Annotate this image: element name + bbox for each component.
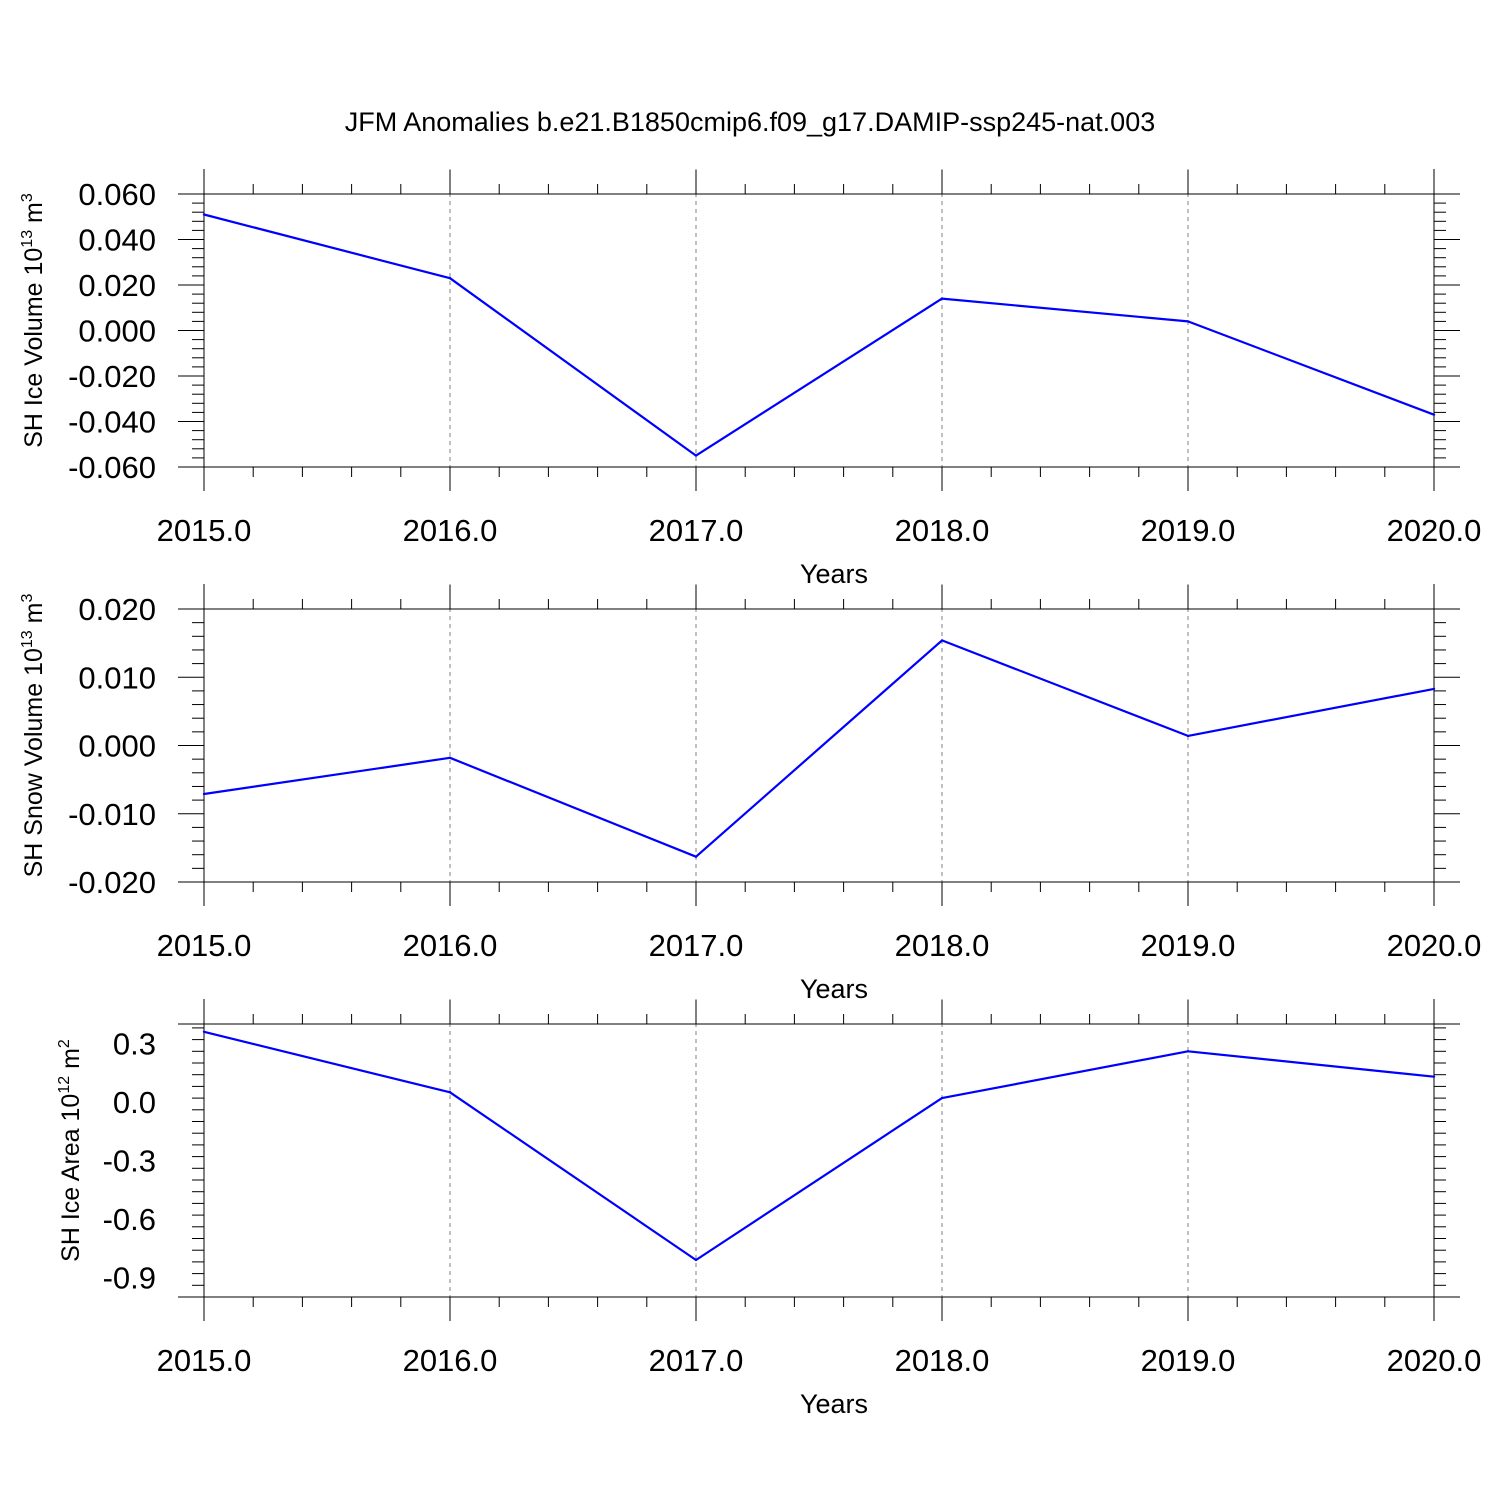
x-tick-label: 2019.0 <box>1141 928 1236 963</box>
data-point <box>940 639 944 642</box>
y-axis-title-text: SH Ice Volume 10 <box>20 248 48 448</box>
data-point <box>202 213 206 216</box>
data-series-line <box>203 213 1435 457</box>
data-point <box>448 276 452 280</box>
x-tick-label: 2016.0 <box>403 1343 498 1378</box>
x-tick-label: 2017.0 <box>649 1343 744 1378</box>
data-point <box>694 1258 698 1262</box>
data-point <box>448 756 452 759</box>
data-point <box>1432 1075 1436 1078</box>
x-tick-label: 2015.0 <box>157 513 252 548</box>
y-axis-title-superscript: 12 <box>56 1076 73 1094</box>
y-axis-title-text: m <box>20 603 48 631</box>
x-tick-label: 2019.0 <box>1141 513 1236 548</box>
data-point <box>1186 320 1190 323</box>
y-tick-label: -0.010 <box>68 797 156 832</box>
y-tick-label: -0.020 <box>68 865 156 900</box>
chart-panel-3: 2015.0 2016.0 2017.0 2018.0 2019.0 2020.0 0.3 0… <box>56 999 1481 1419</box>
y-axis-title-text: m <box>57 1048 85 1076</box>
x-tick-label: 2018.0 <box>895 928 990 963</box>
x-tick-label: 2015.0 <box>157 1343 252 1378</box>
y-tick-label: 0.060 <box>78 177 156 212</box>
y-tick-label: 0.020 <box>78 268 156 303</box>
y-tick-label: -0.040 <box>68 405 156 440</box>
data-point <box>940 297 944 300</box>
x-axis-title: Years <box>800 559 868 589</box>
y-tick-label: 0.000 <box>78 729 156 764</box>
x-tick-label: 2015.0 <box>157 928 252 963</box>
y-axis-title-text: m <box>20 202 48 230</box>
y-tick-label: 0.010 <box>78 660 156 695</box>
y-axis-title: SH Ice Area 1012 m2 <box>56 1039 85 1262</box>
y-tick-label: -0.3 <box>103 1144 156 1179</box>
y-axis-title: SH Snow Volume 1013 m3 <box>19 594 48 878</box>
y-axis-title-superscript: 3 <box>19 193 36 202</box>
y-axis-title-text: SH Snow Volume 10 <box>20 648 48 877</box>
y-tick-label: -0.9 <box>103 1261 156 1296</box>
x-tick-label: 2018.0 <box>895 1343 990 1378</box>
x-tick-label: 2017.0 <box>649 928 744 963</box>
data-point <box>694 855 698 858</box>
data-series-line <box>203 639 1435 858</box>
y-axis-title-text: SH Ice Area 10 <box>57 1094 85 1262</box>
chart-panel-2: 2015.0 2016.0 2017.0 2018.0 2019.0 2020.0 0.02… <box>19 584 1481 1004</box>
y-tick-label: 0.020 <box>78 592 156 627</box>
x-tick-label: 2016.0 <box>403 513 498 548</box>
data-point <box>940 1096 944 1100</box>
x-axis-title: Years <box>800 1389 868 1419</box>
data-point <box>1432 687 1436 691</box>
x-tick-label: 2020.0 <box>1387 513 1482 548</box>
y-axis-title-superscript: 3 <box>19 594 36 603</box>
y-tick-label: -0.060 <box>68 450 156 485</box>
y-tick-label: -0.020 <box>68 359 156 394</box>
data-point <box>1432 413 1436 416</box>
x-tick-label: 2020.0 <box>1387 928 1482 963</box>
y-tick-label: -0.6 <box>103 1202 156 1237</box>
y-tick-label: 0.3 <box>113 1027 156 1062</box>
data-point <box>694 454 698 457</box>
data-point <box>202 792 206 796</box>
x-tick-label: 2017.0 <box>649 513 744 548</box>
figure-title: JFM Anomalies b.e21.B1850cmip6.f09_g17.D… <box>345 107 1155 137</box>
y-tick-label: 0.040 <box>78 223 156 258</box>
data-point <box>202 1030 206 1034</box>
chart-panel-1: 2015.0 2016.0 2017.0 2018.0 2019.0 2020.0 0.06… <box>19 169 1481 589</box>
x-tick-label: 2018.0 <box>895 513 990 548</box>
y-axis-title-superscript: 13 <box>19 630 36 648</box>
data-series-line <box>203 1030 1435 1262</box>
y-tick-label: 0.0 <box>113 1085 156 1120</box>
x-axis-title: Years <box>800 974 868 1004</box>
y-axis-title: SH Ice Volume 1013 m3 <box>19 193 48 448</box>
y-axis-title-superscript: 13 <box>19 230 36 248</box>
data-point <box>1186 1050 1190 1053</box>
x-tick-label: 2019.0 <box>1141 1343 1236 1378</box>
y-axis-title-superscript: 2 <box>56 1039 73 1048</box>
x-tick-label: 2016.0 <box>403 928 498 963</box>
data-point <box>448 1091 452 1094</box>
x-tick-label: 2020.0 <box>1387 1343 1482 1378</box>
y-tick-label: 0.000 <box>78 314 156 349</box>
data-point <box>1186 734 1190 738</box>
